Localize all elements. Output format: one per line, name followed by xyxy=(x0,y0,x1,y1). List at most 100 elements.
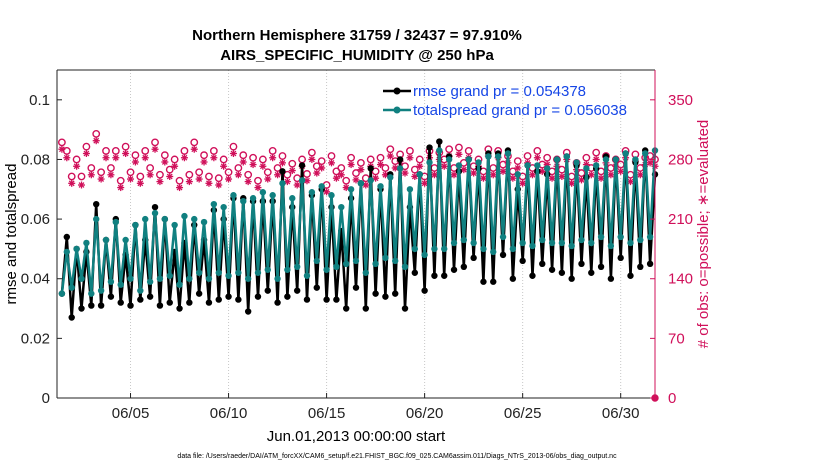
obs-evaluated-point xyxy=(254,184,262,192)
rmse-point xyxy=(186,299,193,306)
rmse-point xyxy=(382,293,389,300)
spread-point xyxy=(396,165,404,172)
obs-possible-point xyxy=(180,147,189,155)
spread-point xyxy=(617,233,624,241)
spread-point xyxy=(406,186,414,193)
obs-evaluated-point xyxy=(102,154,110,162)
spread-point xyxy=(210,200,218,208)
rmse-point xyxy=(93,200,100,208)
spread-point xyxy=(573,159,580,166)
obs-evaluated-point xyxy=(327,159,335,167)
obs-possible-point xyxy=(303,170,311,178)
spread-point xyxy=(137,287,144,294)
obs-possible-point xyxy=(278,152,287,160)
rmse-point xyxy=(293,287,301,294)
spread-point xyxy=(122,236,129,244)
y-tick-label: 0.02 xyxy=(21,330,50,347)
y-axis-label: rmse and totalspread xyxy=(3,164,20,305)
spread-point xyxy=(181,212,188,220)
spread-point xyxy=(421,251,428,259)
obs-possible-point xyxy=(111,147,120,155)
y-tick-label: 0.08 xyxy=(21,151,50,168)
obs-evaluated-point xyxy=(278,159,286,167)
obs-evaluated-point xyxy=(82,149,90,157)
spread-point xyxy=(632,156,639,163)
obs-evaluated-point xyxy=(156,178,164,186)
spread-point xyxy=(279,180,286,187)
rmse-point xyxy=(426,144,433,151)
rmse-point xyxy=(460,263,468,270)
rmse-point xyxy=(637,263,644,270)
spread-point xyxy=(274,275,281,282)
obs-possible-point xyxy=(249,153,257,162)
spread-point xyxy=(563,153,570,160)
x-axis-label: Jun.01,2013 00:00:00 start xyxy=(267,428,446,445)
spread-point xyxy=(494,153,502,160)
obs-possible-point xyxy=(376,153,385,162)
obs-possible-point xyxy=(288,159,297,168)
spread-point xyxy=(382,254,389,262)
spread-series xyxy=(58,147,659,297)
obs-possible-point xyxy=(406,147,414,155)
spread-point xyxy=(470,239,477,247)
spread-point xyxy=(284,266,291,273)
rmse-point xyxy=(362,305,370,312)
obs-evaluated-point xyxy=(347,161,355,169)
rmse-point xyxy=(117,299,124,306)
rmse-point xyxy=(215,296,222,303)
obs-possible-point xyxy=(337,164,346,172)
spread-point xyxy=(191,215,198,223)
spread-point xyxy=(529,242,536,250)
obs-possible-point xyxy=(209,147,218,155)
spread-point xyxy=(387,174,394,181)
spread-point xyxy=(602,156,610,163)
obs-possible-point xyxy=(254,176,262,185)
spread-point xyxy=(220,203,227,211)
obs-evaluated-point xyxy=(78,181,86,189)
spread-point xyxy=(475,159,482,166)
obs-evaluated-point xyxy=(528,171,536,179)
y-tick-label: 0.06 xyxy=(21,211,50,228)
rmse-point xyxy=(396,156,404,163)
obs-possible-point xyxy=(156,170,164,179)
spread-point xyxy=(499,233,507,241)
spread-point xyxy=(58,290,66,297)
spread-point xyxy=(441,245,448,253)
spread-point xyxy=(627,239,634,247)
obs-possible-point xyxy=(347,153,355,162)
obs-evaluated-point xyxy=(264,175,272,183)
rmse-point xyxy=(509,275,517,282)
rmse-point xyxy=(205,299,213,306)
obs-evaluated-point xyxy=(533,154,541,162)
rmse-point xyxy=(548,266,556,273)
obs-possible-point xyxy=(107,164,115,172)
obs-evaluated-point xyxy=(607,171,615,179)
spread-point xyxy=(313,257,320,265)
obs-evaluated-point xyxy=(220,162,228,170)
x-tick-label: 06/25 xyxy=(504,405,542,422)
y2-tick-label: 0 xyxy=(668,390,676,407)
rmse-point xyxy=(137,296,144,303)
spread-point xyxy=(186,275,193,282)
obs-possible-point xyxy=(92,129,101,138)
spread-point xyxy=(641,150,649,157)
spread-point xyxy=(416,171,423,178)
obs-possible-point xyxy=(327,152,336,160)
obs-evaluated-point xyxy=(430,171,438,179)
obs-evaluated-point xyxy=(68,179,76,187)
obs-evaluated-point xyxy=(479,174,487,182)
spread-point xyxy=(548,239,556,247)
obs-evaluated-point xyxy=(131,158,139,166)
obs-possible-point xyxy=(77,172,86,181)
obs-possible-point xyxy=(97,168,106,177)
obs-possible-point xyxy=(141,147,150,155)
x-tick-label: 06/30 xyxy=(602,405,640,422)
y-ticks: 0 0.02 0.04 0.06 0.08 0.1 xyxy=(21,92,62,407)
obs-possible-point xyxy=(190,138,199,147)
obs-evaluated-point xyxy=(97,175,105,183)
rmse-point xyxy=(176,305,183,312)
obs-evaluated-point xyxy=(288,167,296,175)
spread-point xyxy=(612,156,619,163)
obs-possible-point xyxy=(273,164,282,172)
spread-point xyxy=(244,275,252,282)
